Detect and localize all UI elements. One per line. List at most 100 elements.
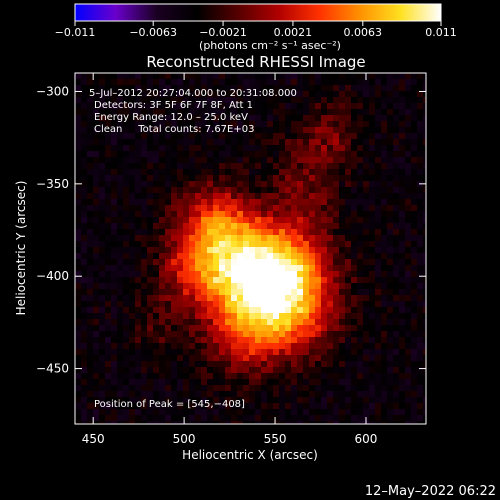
heatmap-cell	[165, 85, 172, 92]
heatmap-cell	[261, 193, 268, 200]
heatmap-cell	[387, 277, 394, 284]
heatmap-cell	[87, 265, 94, 272]
heatmap-cell	[315, 169, 322, 176]
heatmap-cell	[117, 343, 124, 350]
heatmap-cell	[231, 121, 238, 128]
heatmap-cell	[315, 415, 322, 422]
heatmap-cell	[141, 85, 148, 92]
heatmap-cell	[165, 313, 172, 320]
heatmap-cell	[345, 325, 352, 332]
heatmap-cell	[195, 127, 202, 134]
heatmap-cell	[87, 217, 94, 224]
heatmap-cell	[105, 397, 112, 404]
heatmap-cell	[195, 109, 202, 116]
heatmap-cell	[375, 403, 382, 410]
heatmap-cell	[183, 151, 190, 158]
heatmap-cell	[195, 211, 202, 218]
heatmap-cell	[411, 307, 418, 314]
heatmap-cell	[237, 259, 244, 266]
heatmap-cell	[207, 325, 214, 332]
heatmap-cell	[399, 133, 406, 140]
heatmap-cell	[285, 277, 292, 284]
heatmap-cell	[339, 295, 346, 302]
heatmap-cell	[243, 73, 250, 80]
heatmap-cell	[423, 373, 426, 380]
heatmap-cell	[219, 373, 226, 380]
heatmap-cell	[183, 337, 190, 344]
heatmap-cell	[153, 79, 160, 86]
heatmap-cell	[303, 145, 310, 152]
heatmap-cell	[291, 397, 298, 404]
heatmap-cell	[285, 211, 292, 218]
heatmap-cell	[357, 409, 364, 416]
heatmap-cell	[201, 133, 208, 140]
heatmap-cell	[105, 367, 112, 374]
heatmap-cell	[141, 259, 148, 266]
heatmap-cell	[141, 127, 148, 134]
heatmap-cell	[327, 109, 334, 116]
heatmap-cell	[393, 217, 400, 224]
heatmap-cell	[351, 337, 358, 344]
heatmap-cell	[369, 403, 376, 410]
heatmap-cell	[105, 139, 112, 146]
heatmap-cell	[333, 223, 340, 230]
heatmap-cell	[279, 421, 286, 424]
heatmap-cell	[81, 247, 88, 254]
heatmap-cell	[363, 379, 370, 386]
heatmap-cell	[405, 103, 412, 110]
heatmap-cell	[81, 187, 88, 194]
heatmap-cell	[339, 361, 346, 368]
heatmap-cell	[387, 181, 394, 188]
heatmap-cell	[141, 319, 148, 326]
heatmap-cell	[327, 145, 334, 152]
heatmap-cell	[423, 295, 426, 302]
heatmap-cell	[261, 199, 268, 206]
heatmap-cell	[267, 319, 274, 326]
heatmap-cell	[189, 403, 196, 410]
heatmap-cell	[249, 229, 256, 236]
heatmap-cell	[369, 127, 376, 134]
heatmap-cell	[315, 241, 322, 248]
heatmap-cell	[243, 241, 250, 248]
heatmap-cell	[291, 343, 298, 350]
heatmap-cell	[333, 301, 340, 308]
heatmap-cell	[357, 133, 364, 140]
heatmap-cell	[291, 421, 298, 424]
heatmap-cell	[279, 343, 286, 350]
heatmap-cell	[399, 229, 406, 236]
heatmap-cell	[261, 241, 268, 248]
heatmap-cell	[189, 355, 196, 362]
heatmap-cell	[135, 85, 142, 92]
heatmap-cell	[255, 241, 262, 248]
heatmap-cell	[87, 421, 94, 424]
heatmap-cell	[279, 397, 286, 404]
heatmap-cell	[231, 151, 238, 158]
heatmap-cell	[333, 85, 340, 92]
heatmap-cell	[249, 169, 256, 176]
heatmap-cell	[399, 283, 406, 290]
heatmap-cell	[147, 163, 154, 170]
heatmap-cell	[171, 397, 178, 404]
heatmap-cell	[291, 235, 298, 242]
heatmap-cell	[225, 313, 232, 320]
heatmap-cell	[369, 265, 376, 272]
heatmap-cell	[81, 91, 88, 98]
heatmap-cell	[147, 103, 154, 110]
heatmap-cell	[195, 139, 202, 146]
heatmap-cell	[207, 229, 214, 236]
heatmap-cell	[375, 379, 382, 386]
heatmap-cell	[351, 349, 358, 356]
heatmap-cell	[249, 181, 256, 188]
heatmap-cell	[387, 127, 394, 134]
heatmap-cell	[261, 79, 268, 86]
heatmap-cell	[255, 271, 262, 278]
heatmap-cell	[105, 379, 112, 386]
heatmap-cell	[129, 409, 136, 416]
heatmap-cell	[321, 235, 328, 242]
heatmap-cell	[279, 337, 286, 344]
heatmap-cell	[99, 289, 106, 296]
heatmap-cell	[279, 253, 286, 260]
heatmap-cell	[183, 325, 190, 332]
heatmap-cell	[405, 415, 412, 422]
heatmap-cell	[165, 217, 172, 224]
